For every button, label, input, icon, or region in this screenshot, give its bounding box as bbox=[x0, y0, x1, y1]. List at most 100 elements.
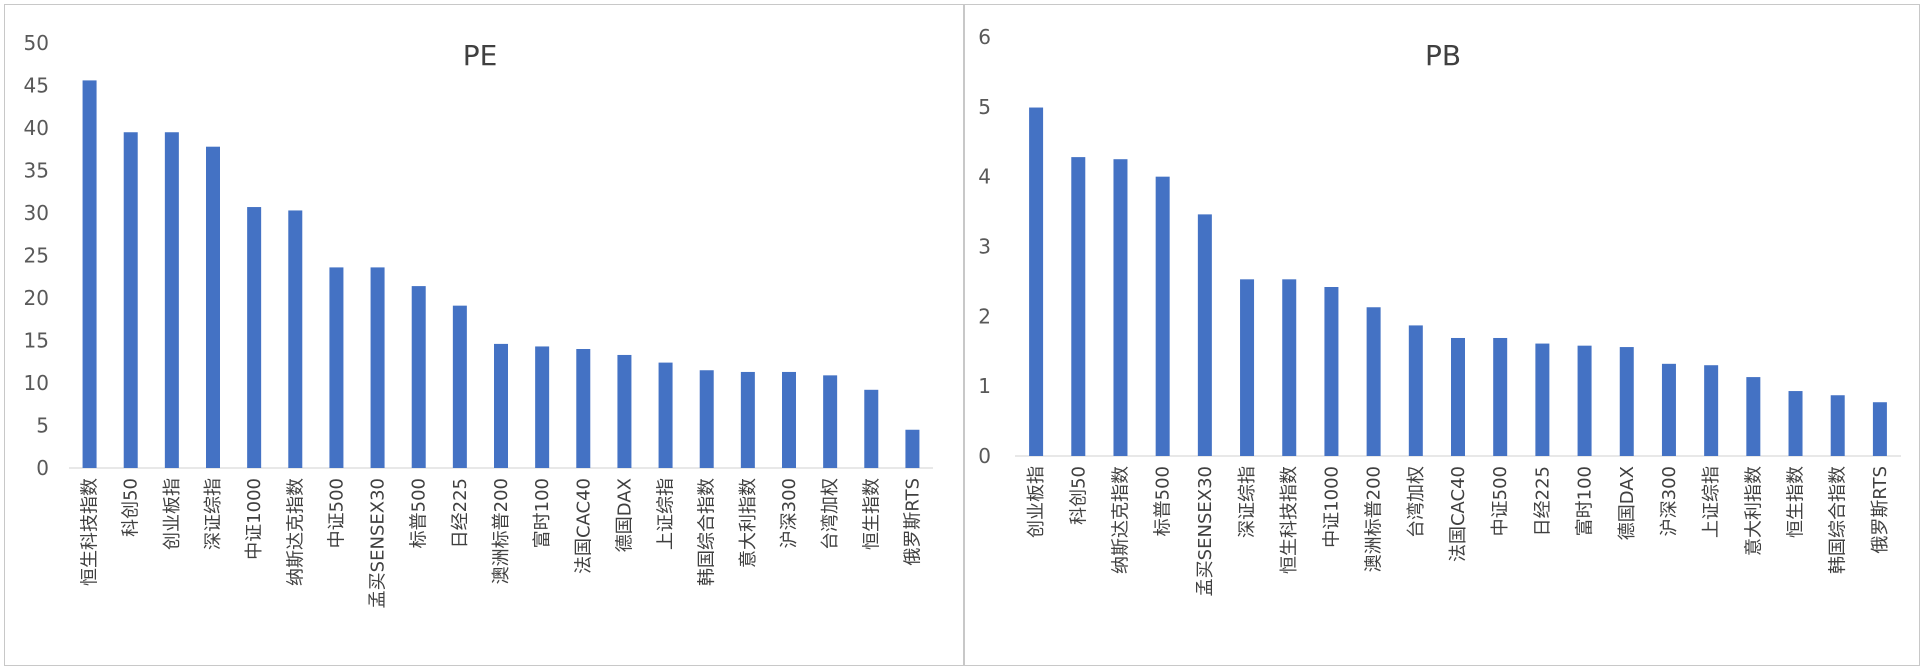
y-tick-label: 0 bbox=[36, 456, 49, 480]
x-tick-label: 富时100 bbox=[532, 478, 553, 548]
x-tick-label: 创业板指 bbox=[1026, 466, 1047, 538]
bar bbox=[1366, 307, 1381, 456]
pe-chart: PE 0 5 10 15 20 25 30 35 40 45 50 恒生科技指数 科创50 创业板指 深证综… bbox=[24, 31, 933, 608]
bar bbox=[164, 132, 179, 468]
x-tick-label: 日经225 bbox=[450, 478, 471, 548]
y-tick-label: 25 bbox=[24, 244, 49, 268]
x-tick-label: 日经225 bbox=[1532, 466, 1553, 536]
bar bbox=[1071, 157, 1086, 456]
bar bbox=[1830, 395, 1845, 456]
x-tick-label: 俄罗斯RTS bbox=[902, 478, 923, 566]
x-tick-label: 上证综指 bbox=[656, 478, 677, 550]
bar bbox=[329, 267, 344, 468]
pb-chart-title: PB bbox=[1425, 39, 1461, 72]
bar bbox=[82, 80, 97, 469]
x-tick-label: 韩国综合指数 bbox=[697, 478, 718, 586]
bar bbox=[1577, 345, 1592, 456]
x-tick-label: 沪深300 bbox=[1659, 466, 1680, 536]
bar bbox=[452, 305, 467, 468]
bar bbox=[411, 286, 426, 468]
pb-chart-panel: PB 0 1 2 3 4 5 6 创业板指 科创50 纳斯达克指数 标普500 孟买SENSEX30 深… bbox=[964, 4, 1920, 666]
bar bbox=[247, 207, 262, 469]
x-tick-label: 俄罗斯RTS bbox=[1870, 466, 1891, 554]
bar bbox=[123, 132, 138, 468]
x-tick-label: 中证1000 bbox=[244, 478, 265, 560]
bar bbox=[288, 210, 303, 468]
x-tick-label: 标普500 bbox=[1153, 466, 1174, 536]
bar bbox=[1872, 402, 1887, 456]
bar bbox=[1535, 343, 1550, 456]
x-tick-label: 纳斯达克指数 bbox=[285, 478, 306, 586]
x-tick-label: 科创50 bbox=[121, 478, 142, 537]
x-tick-label: 澳洲标普200 bbox=[1364, 466, 1385, 572]
y-tick-label: 40 bbox=[24, 116, 49, 140]
bar bbox=[864, 389, 879, 468]
x-tick-label: 中证500 bbox=[1490, 466, 1511, 536]
bar bbox=[494, 343, 508, 468]
bar bbox=[535, 346, 550, 468]
bar bbox=[1324, 287, 1339, 456]
x-tick-label: 中证500 bbox=[326, 478, 347, 548]
y-tick-label: 15 bbox=[24, 329, 49, 353]
x-tick-label: 孟买SENSEX30 bbox=[1195, 466, 1216, 596]
y-tick-label: 45 bbox=[24, 74, 49, 98]
y-tick-label: 1 bbox=[978, 374, 991, 398]
bar bbox=[658, 362, 673, 468]
x-tick-label: 上证综指 bbox=[1701, 466, 1722, 538]
pe-chart-title: PE bbox=[463, 39, 498, 72]
bar bbox=[1619, 347, 1634, 456]
bar bbox=[1661, 363, 1676, 456]
x-tick-label: 澳洲标普200 bbox=[491, 478, 512, 584]
x-tick-label: 法国CAC40 bbox=[573, 478, 594, 574]
bar bbox=[1197, 214, 1212, 456]
x-tick-label: 德国DAX bbox=[1617, 466, 1638, 540]
bar bbox=[1451, 337, 1465, 456]
x-tick-label: 意大利指数 bbox=[738, 478, 759, 568]
y-tick-label: 10 bbox=[24, 371, 49, 395]
bar bbox=[823, 375, 838, 468]
bar bbox=[576, 349, 591, 468]
pb-chart: PB 0 1 2 3 4 5 6 创业板指 科创50 纳斯达克指数 标普500 孟买SENSEX30 深… bbox=[978, 25, 1901, 596]
x-tick-label: 韩国综合指数 bbox=[1828, 466, 1849, 574]
y-tick-label: 5 bbox=[978, 95, 991, 119]
y-tick-label: 3 bbox=[978, 235, 991, 259]
bar bbox=[206, 146, 220, 468]
x-tick-label: 科创50 bbox=[1068, 466, 1089, 525]
x-tick-label: 恒生科技指数 bbox=[80, 478, 101, 586]
x-tick-label: 恒生科技指数 bbox=[1279, 466, 1300, 574]
bar bbox=[1788, 391, 1803, 456]
x-tick-label: 深证综指 bbox=[203, 478, 224, 550]
x-tick-label: 创业板指 bbox=[162, 478, 183, 550]
x-tick-label: 恒生指数 bbox=[861, 478, 882, 550]
y-tick-label: 2 bbox=[978, 304, 991, 328]
y-tick-label: 35 bbox=[24, 159, 49, 183]
bar bbox=[370, 267, 385, 468]
bar bbox=[1113, 159, 1128, 457]
x-tick-label: 恒生指数 bbox=[1786, 466, 1807, 538]
x-tick-label: 法国CAC40 bbox=[1448, 466, 1469, 562]
x-tick-label: 纳斯达克指数 bbox=[1110, 466, 1131, 574]
bar bbox=[1704, 365, 1719, 456]
bar bbox=[1282, 279, 1297, 456]
bar bbox=[1029, 107, 1044, 456]
x-tick-label: 标普500 bbox=[409, 478, 430, 548]
pe-chart-panel: PE 0 5 10 15 20 25 30 35 40 45 50 恒生科技指数 科创50 创业板指 深证综… bbox=[4, 4, 964, 666]
bar bbox=[617, 354, 632, 468]
bar bbox=[699, 370, 714, 468]
bar bbox=[1155, 176, 1170, 456]
bar bbox=[1240, 279, 1255, 456]
x-tick-label: 中证1000 bbox=[1321, 466, 1342, 548]
x-tick-label: 沪深300 bbox=[779, 478, 800, 548]
x-tick-label: 富时100 bbox=[1575, 466, 1596, 536]
bar bbox=[905, 429, 920, 468]
bar bbox=[1493, 337, 1508, 456]
y-tick-label: 30 bbox=[24, 201, 49, 225]
x-tick-label: 德国DAX bbox=[614, 478, 635, 552]
x-tick-label: 深证综指 bbox=[1237, 466, 1258, 538]
y-tick-label: 5 bbox=[36, 414, 49, 438]
y-tick-label: 20 bbox=[24, 286, 49, 310]
y-tick-label: 4 bbox=[978, 165, 991, 189]
bar bbox=[782, 371, 796, 468]
y-tick-label: 50 bbox=[24, 31, 49, 55]
x-tick-label: 孟买SENSEX30 bbox=[368, 478, 389, 608]
